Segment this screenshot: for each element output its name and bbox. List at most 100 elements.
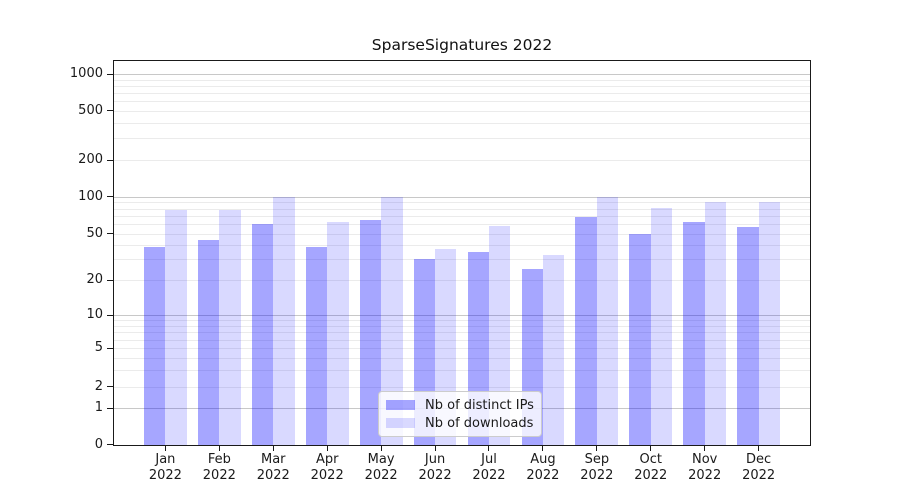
- downloads-bar-oct: [650, 207, 673, 445]
- ips-bar-may: [359, 219, 382, 445]
- y-tick: [107, 279, 113, 281]
- x-tick: [596, 445, 598, 451]
- ips-bar-nov: [683, 222, 705, 445]
- minor-gridline: [114, 122, 810, 124]
- minor-gridline: [114, 92, 810, 94]
- x-tick: [434, 445, 436, 451]
- x-tick-label: Feb 2022: [202, 452, 236, 483]
- x-tick-label: Oct 2022: [634, 452, 668, 483]
- minor-gridline: [114, 280, 810, 281]
- chart-title: SparseSignatures 2022: [371, 36, 553, 54]
- legend-swatch-downloads: [386, 418, 415, 428]
- x-tick-label: Nov 2022: [688, 452, 722, 483]
- legend-label-distinct-ips: Nb of distinct IPs: [425, 397, 534, 413]
- minor-gridline: [114, 215, 810, 217]
- x-tick: [542, 445, 544, 451]
- x-tick: [326, 445, 328, 451]
- y-tick-label: 1000: [69, 66, 103, 81]
- y-tick-label: 50: [86, 225, 103, 241]
- x-tick: [380, 445, 382, 451]
- minor-gridline: [114, 100, 810, 102]
- x-tick-label: Aug 2022: [526, 452, 560, 483]
- minor-gridline: [114, 325, 810, 327]
- downloads-bar-mar: [273, 196, 295, 445]
- y-tick: [107, 444, 113, 445]
- legend-item-distinct-ips: Nb of distinct IPs: [386, 396, 534, 414]
- y-tick: [107, 314, 113, 316]
- y-tick-label: 2: [94, 378, 103, 394]
- downloads-bar-sep: [596, 196, 619, 445]
- downloads-bar-nov: [704, 201, 727, 445]
- minor-gridline: [114, 320, 810, 322]
- downloads-bar-aug: [542, 254, 565, 445]
- ips-bar-mar: [251, 223, 274, 445]
- minor-gridline: [114, 369, 810, 371]
- ips-bar-jan: [144, 247, 166, 445]
- major-gridline: [114, 315, 810, 317]
- y-tick: [107, 73, 113, 75]
- minor-gridline: [114, 244, 810, 246]
- ips-bar-feb: [197, 239, 220, 445]
- x-tick-label: Dec 2022: [742, 452, 776, 483]
- x-tick-label: Mar 2022: [256, 452, 290, 483]
- y-tick-label: 500: [78, 102, 103, 118]
- downloads-bar-jan: [165, 209, 187, 445]
- major-gridline: [114, 74, 810, 75]
- minor-gridline: [114, 223, 810, 225]
- y-tick: [107, 196, 113, 198]
- minor-gridline: [114, 259, 810, 261]
- ips-bar-sep: [575, 217, 597, 445]
- x-tick: [704, 445, 706, 451]
- ips-bar-apr: [305, 247, 328, 445]
- minor-gridline: [114, 202, 810, 204]
- x-tick: [650, 445, 652, 451]
- minor-gridline: [114, 138, 810, 140]
- minor-gridline: [114, 233, 810, 235]
- minor-gridline: [114, 208, 810, 210]
- y-tick-label: 20: [86, 272, 103, 287]
- y-tick: [107, 347, 113, 349]
- y-tick: [107, 159, 113, 161]
- minor-gridline: [114, 348, 810, 350]
- minor-gridline: [114, 357, 810, 359]
- ips-bar-dec: [737, 227, 759, 445]
- minor-gridline: [114, 332, 810, 334]
- x-tick: [272, 445, 274, 451]
- y-tick-label: 0: [94, 436, 103, 452]
- y-tick-label: 100: [78, 188, 103, 204]
- downloads-bar-dec: [758, 202, 781, 445]
- y-tick: [107, 386, 113, 388]
- downloads-bar-apr: [327, 222, 349, 445]
- x-tick-label: May 2022: [364, 452, 398, 483]
- downloads-bar-may: [381, 196, 403, 445]
- major-gridline: [114, 196, 810, 198]
- x-tick: [758, 445, 760, 451]
- y-tick: [107, 110, 113, 111]
- x-tick: [164, 445, 166, 451]
- plot-area: [113, 60, 811, 446]
- x-tick-label: Jun 2022: [418, 452, 452, 483]
- y-tick-label: 5: [94, 340, 103, 356]
- minor-gridline: [114, 85, 810, 87]
- y-tick-label: 10: [86, 307, 103, 323]
- x-tick-label: Sep 2022: [580, 452, 614, 483]
- downloads-bar-feb: [219, 209, 241, 445]
- minor-gridline: [114, 79, 810, 81]
- minor-gridline: [114, 160, 810, 161]
- y-tick-label: 200: [78, 152, 103, 167]
- x-tick: [218, 445, 220, 451]
- minor-gridline: [114, 386, 810, 388]
- y-tick: [107, 407, 113, 409]
- legend-item-downloads: Nb of downloads: [386, 414, 534, 432]
- x-tick-label: Jan 2022: [148, 452, 182, 483]
- y-tick: [107, 233, 113, 234]
- ips-bar-oct: [629, 233, 651, 445]
- minor-gridline: [114, 339, 810, 341]
- y-tick-label: 1: [94, 400, 103, 415]
- x-tick: [488, 445, 490, 451]
- legend: Nb of distinct IPs Nb of downloads: [378, 391, 542, 437]
- x-tick-label: Jul 2022: [472, 452, 506, 483]
- legend-label-downloads: Nb of downloads: [425, 415, 534, 431]
- downloads-bar-jul: [488, 225, 511, 445]
